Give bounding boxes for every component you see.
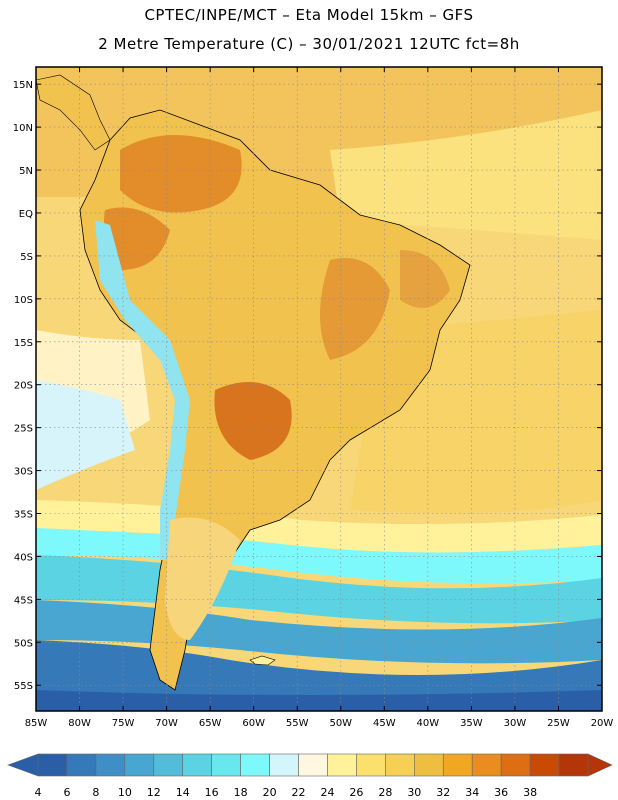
- map-frame: [35, 66, 603, 712]
- colorbar-label: 32: [436, 786, 450, 799]
- colorbar-swatch: [124, 753, 155, 777]
- colorbar-swatch: [471, 753, 502, 777]
- colorbar-swatch: [211, 753, 241, 777]
- lon-tick-label: 40W: [417, 718, 440, 729]
- colorbar-swatch: [153, 753, 184, 777]
- colorbar-label: 10: [118, 786, 132, 799]
- colorbar-label: 38: [523, 786, 537, 799]
- lat-tick-label: 15S: [14, 338, 33, 349]
- map-title-line1: CPTEC/INPE/MCT – Eta Model 15km – GFS: [144, 6, 474, 24]
- colorbar-swatch: [298, 753, 328, 777]
- colorbar-swatch: [356, 753, 386, 777]
- lon-tick-label: 20W: [591, 718, 614, 729]
- colorbar-swatch: [66, 753, 97, 777]
- lon-tick-label: 75W: [112, 718, 135, 729]
- lat-tick-label: 10N: [13, 123, 33, 134]
- lon-tick-label: 35W: [460, 718, 483, 729]
- colorbar-low-arrow: [7, 753, 39, 777]
- colorbar-swatch: [240, 753, 270, 777]
- colorbar-label: 4: [35, 786, 42, 799]
- colorbar-swatch: [37, 753, 68, 777]
- colorbar-label: 28: [378, 786, 392, 799]
- lat-tick-label: 40S: [14, 552, 33, 563]
- lat-tick-label: 5S: [20, 252, 33, 263]
- lat-tick-label: EQ: [19, 209, 33, 220]
- lon-tick-label: 55W: [286, 718, 309, 729]
- colorbar-swatch: [414, 753, 444, 777]
- colorbar-label: 26: [349, 786, 363, 799]
- lon-tick-label: 85W: [25, 718, 48, 729]
- map-title-line2: 2 Metre Temperature (C) – 30/01/2021 12U…: [98, 35, 520, 53]
- lon-tick-label: 50W: [329, 718, 352, 729]
- lat-tick-label: 45S: [14, 595, 33, 606]
- colorbar-swatch: [327, 753, 357, 777]
- colorbar-swatch: [95, 753, 126, 777]
- colorbar-swatch: [385, 753, 415, 777]
- colorbar-label: 14: [176, 786, 190, 799]
- colorbar-label: 22: [292, 786, 306, 799]
- lon-tick-label: 80W: [68, 718, 91, 729]
- lat-tick-label: 55S: [14, 681, 33, 692]
- colorbar-swatch: [558, 753, 589, 777]
- lon-tick-label: 60W: [242, 718, 265, 729]
- colorbar-label: 24: [320, 786, 334, 799]
- lon-tick-label: 30W: [504, 718, 527, 729]
- lat-tick-label: 5N: [19, 166, 33, 177]
- lat-tick-label: 35S: [14, 510, 33, 521]
- lon-tick-label: 70W: [155, 718, 178, 729]
- colorbar-label: 18: [234, 786, 248, 799]
- lon-tick-label: 25W: [547, 718, 570, 729]
- colorbar-label: 8: [92, 786, 99, 799]
- colorbar-swatch: [269, 753, 299, 777]
- lon-tick-label: 45W: [373, 718, 396, 729]
- colorbar-high-arrow: [587, 753, 613, 777]
- lat-tick-label: 25S: [14, 424, 33, 435]
- colorbar-swatch: [182, 753, 212, 777]
- lon-tick-label: 65W: [199, 718, 222, 729]
- lat-tick-label: 50S: [14, 638, 33, 649]
- colorbar-swatch: [500, 753, 531, 777]
- lat-tick-label: 20S: [14, 381, 33, 392]
- lat-tick-label: 10S: [14, 295, 33, 306]
- colorbar-swatch: [529, 753, 560, 777]
- temperature-field: [36, 67, 602, 711]
- map-graticule: [36, 67, 602, 711]
- lat-tick-label: 15N: [13, 80, 33, 91]
- colorbar-swatch: [442, 753, 473, 777]
- lat-tick-label: 30S: [14, 467, 33, 478]
- colorbar-label: 30: [407, 786, 421, 799]
- colorbar-label: 20: [263, 786, 277, 799]
- colorbar-label: 12: [147, 786, 161, 799]
- colorbar-label: 16: [205, 786, 219, 799]
- colorbar: [7, 753, 613, 777]
- colorbar-label: 36: [494, 786, 508, 799]
- colorbar-label: 34: [465, 786, 479, 799]
- colorbar-label: 6: [63, 786, 70, 799]
